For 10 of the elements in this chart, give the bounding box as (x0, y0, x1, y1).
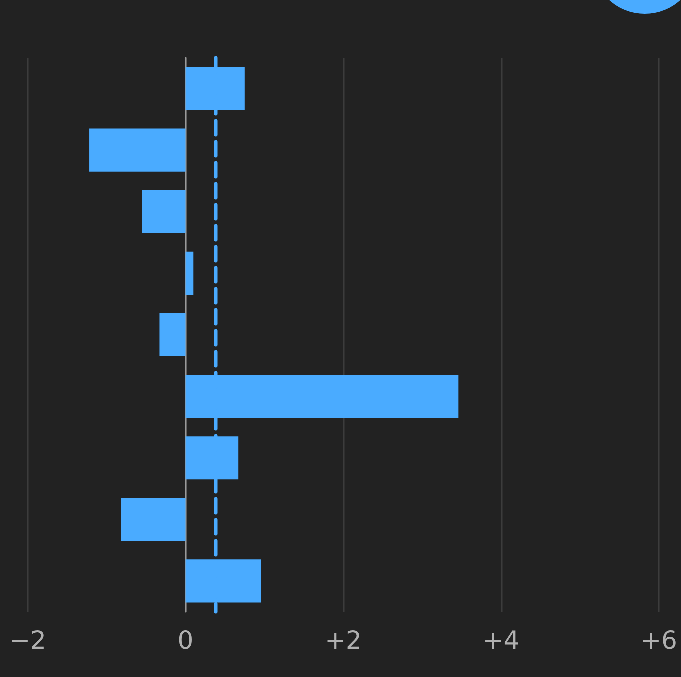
x-tick-label: 0 (178, 626, 194, 655)
x-tick-label: +4 (482, 626, 520, 655)
bar (142, 190, 186, 234)
x-tick-label: −2 (10, 626, 46, 655)
bar (90, 128, 186, 172)
bar (186, 252, 194, 295)
bar (121, 498, 186, 542)
x-tick-label: +2 (325, 626, 362, 655)
x-tick-label: +6 (640, 626, 678, 655)
bar (160, 313, 186, 357)
